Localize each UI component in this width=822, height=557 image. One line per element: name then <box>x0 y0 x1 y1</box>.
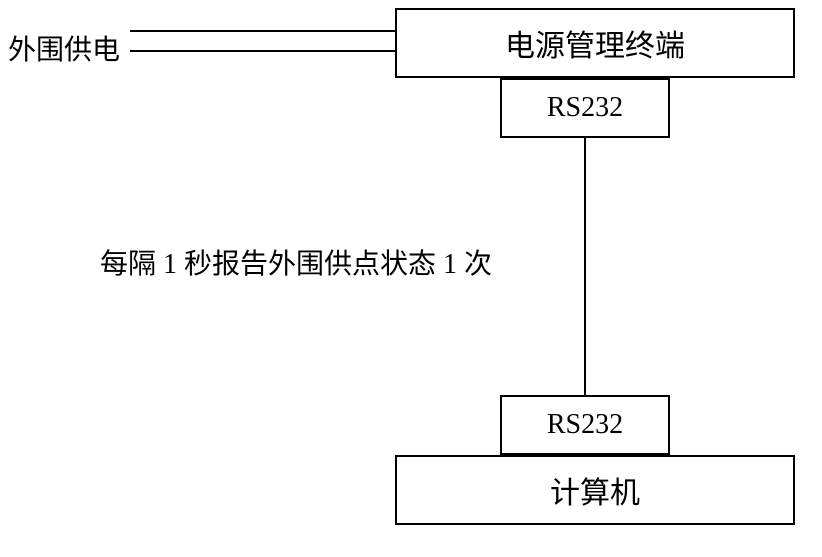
external-power-label: 外围供电 <box>8 28 120 68</box>
rs232-bottom-label: RS232 <box>547 409 623 441</box>
rs232-link-line <box>584 138 586 395</box>
computer-box: 计算机 <box>395 455 795 525</box>
rs232-top-box: RS232 <box>500 78 670 138</box>
ext-power-line-bottom <box>130 50 395 52</box>
rs232-bottom-box: RS232 <box>500 395 670 455</box>
power-management-terminal-box: 电源管理终端 <box>395 8 795 78</box>
rs232-top-label: RS232 <box>547 92 623 124</box>
computer-label: 计算机 <box>550 468 640 512</box>
ext-power-line-top <box>130 30 395 32</box>
interval-description-label: 每隔 1 秒报告外围供点状态 1 次 <box>100 242 492 282</box>
power-management-terminal-label: 电源管理终端 <box>505 21 685 65</box>
